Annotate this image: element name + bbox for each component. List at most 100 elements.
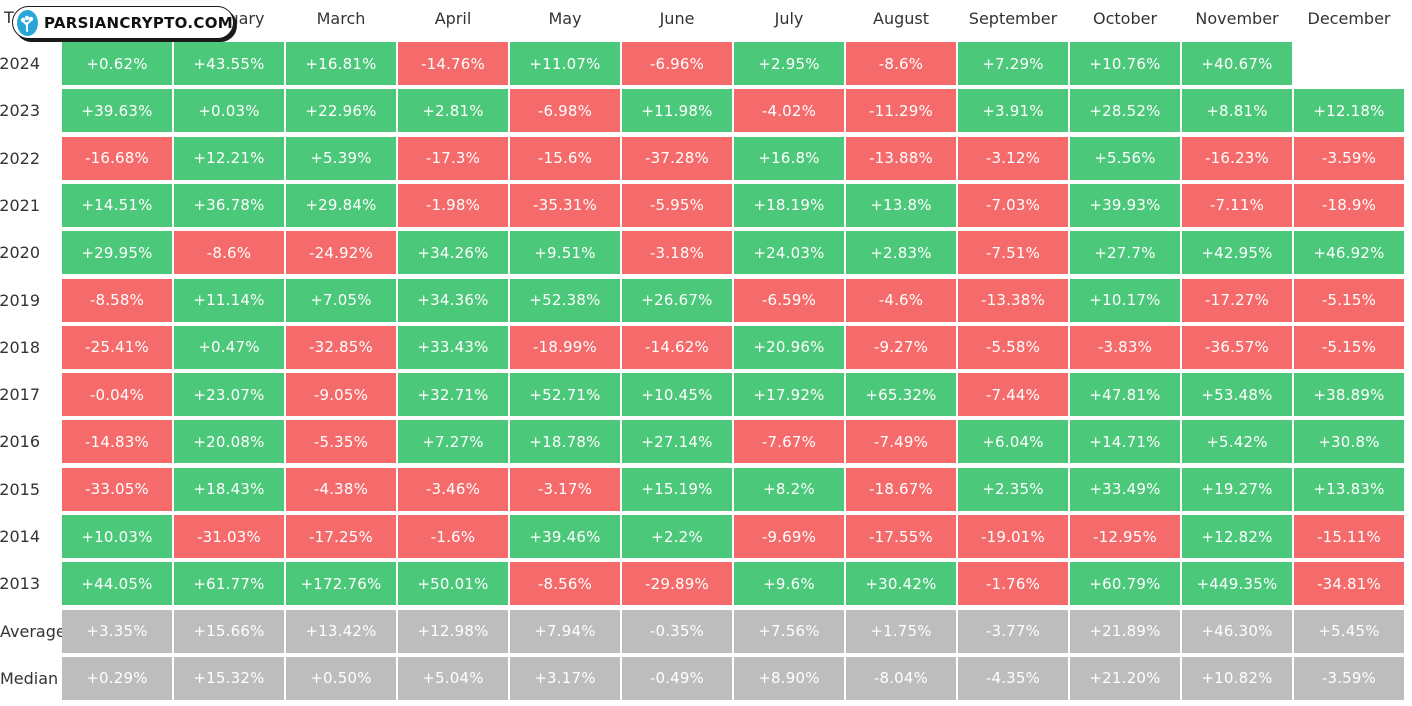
return-cell: +61.77%	[174, 562, 284, 606]
return-cell: +34.36%	[398, 278, 508, 322]
return-cell: -8.56%	[510, 562, 620, 606]
return-cell: +2.2%	[622, 515, 732, 558]
year-label: 2017	[0, 385, 40, 405]
return-cell: -15.6%	[510, 136, 620, 180]
return-cell: -5.58%	[958, 325, 1068, 369]
return-cell: +11.07%	[510, 42, 620, 85]
return-cell: -8.6%	[846, 42, 956, 85]
return-cell: +16.8%	[734, 136, 844, 180]
summary-cell: +21.89%	[1070, 609, 1180, 653]
year-label: 2018	[0, 337, 40, 357]
month-header: August	[873, 8, 929, 28]
return-cell: +16.81%	[286, 42, 396, 85]
return-cell: +32.71%	[398, 373, 508, 417]
return-cell: -7.49%	[846, 420, 956, 464]
return-cell: -5.95%	[622, 183, 732, 227]
return-cell: -4.02%	[734, 89, 844, 133]
year-label: 2021	[0, 195, 40, 215]
return-cell: +26.67%	[622, 278, 732, 322]
return-cell: +2.95%	[734, 42, 844, 85]
return-cell: -3.12%	[958, 136, 1068, 180]
return-cell: +28.52%	[1070, 89, 1180, 133]
return-cell: +44.05%	[62, 562, 172, 606]
return-cell: +12.21%	[174, 136, 284, 180]
return-cell: +42.95%	[1182, 231, 1292, 275]
return-cell: +13.83%	[1294, 467, 1404, 511]
summary-cell: -4.35%	[958, 656, 1068, 700]
month-header: October	[1092, 8, 1158, 28]
logo-tree-icon	[17, 9, 38, 36]
return-cell: +8.2%	[734, 467, 844, 511]
year-label: 2020	[0, 243, 40, 263]
return-cell: -4.6%	[846, 278, 956, 322]
return-cell: -24.92%	[286, 231, 396, 275]
summary-row-label: Median	[0, 668, 59, 688]
return-cell: +7.29%	[958, 42, 1068, 85]
return-cell: -3.17%	[510, 467, 620, 511]
summary-cell: +7.56%	[734, 609, 844, 653]
return-cell: +50.01%	[398, 562, 508, 606]
return-cell: +20.96%	[734, 325, 844, 369]
year-label: 2023	[0, 101, 40, 121]
return-cell: -7.44%	[958, 373, 1068, 417]
return-cell: -7.67%	[734, 420, 844, 464]
return-cell: +14.71%	[1070, 420, 1180, 464]
return-cell: +2.81%	[398, 89, 508, 133]
return-cell: +10.03%	[62, 515, 172, 558]
return-cell: +30.8%	[1294, 420, 1404, 464]
return-cell: -5.15%	[1294, 325, 1404, 369]
return-cell: -16.23%	[1182, 136, 1292, 180]
return-cell: +9.51%	[510, 231, 620, 275]
return-cell: +0.47%	[174, 325, 284, 369]
summary-cell: -3.77%	[958, 609, 1068, 653]
return-cell: -11.29%	[846, 89, 956, 133]
month-header: December	[1307, 8, 1391, 28]
year-label: 2015	[0, 479, 40, 499]
return-cell: +18.19%	[734, 183, 844, 227]
return-cell: -34.81%	[1294, 562, 1404, 606]
return-cell: -17.3%	[398, 136, 508, 180]
return-cell: +9.6%	[734, 562, 844, 606]
return-cell: -4.38%	[286, 467, 396, 511]
return-cell: +39.93%	[1070, 183, 1180, 227]
return-cell: -15.11%	[1294, 515, 1404, 558]
summary-cell: +3.35%	[62, 609, 172, 653]
summary-cell: +8.90%	[734, 656, 844, 700]
parsiancrypto-logo[interactable]: PARSIANCRYPTO.COM	[12, 6, 234, 39]
summary-cell: +7.94%	[510, 609, 620, 653]
return-cell: +172.76%	[286, 562, 396, 606]
return-cell: -18.67%	[846, 467, 956, 511]
return-cell: +33.43%	[398, 325, 508, 369]
return-cell: -25.41%	[62, 325, 172, 369]
return-cell: +7.27%	[398, 420, 508, 464]
return-cell: -17.27%	[1182, 278, 1292, 322]
summary-cell: +0.29%	[62, 656, 172, 700]
return-cell: +11.14%	[174, 278, 284, 322]
return-cell: +29.95%	[62, 231, 172, 275]
month-header: March	[316, 8, 366, 28]
return-cell: +43.55%	[174, 42, 284, 85]
return-cell: -17.55%	[846, 515, 956, 558]
return-cell: +5.56%	[1070, 136, 1180, 180]
summary-cell: +3.17%	[510, 656, 620, 700]
summary-cell: +15.66%	[174, 609, 284, 653]
year-label: 2019	[0, 290, 40, 310]
summary-cell: -3.59%	[1294, 656, 1404, 700]
return-cell: +65.32%	[846, 373, 956, 417]
return-cell: -7.51%	[958, 231, 1068, 275]
return-cell: +52.38%	[510, 278, 620, 322]
return-cell: -18.99%	[510, 325, 620, 369]
return-cell: -5.15%	[1294, 278, 1404, 322]
return-cell: -1.98%	[398, 183, 508, 227]
return-cell: +40.67%	[1182, 42, 1292, 85]
summary-cell: -0.35%	[622, 609, 732, 653]
return-cell: -6.59%	[734, 278, 844, 322]
return-cell: +17.92%	[734, 373, 844, 417]
summary-cell: -0.49%	[622, 656, 732, 700]
return-cell: +2.83%	[846, 231, 956, 275]
return-cell: +5.39%	[286, 136, 396, 180]
return-cell: +39.46%	[510, 515, 620, 558]
return-cell: +29.84%	[286, 183, 396, 227]
return-cell: -0.04%	[62, 373, 172, 417]
